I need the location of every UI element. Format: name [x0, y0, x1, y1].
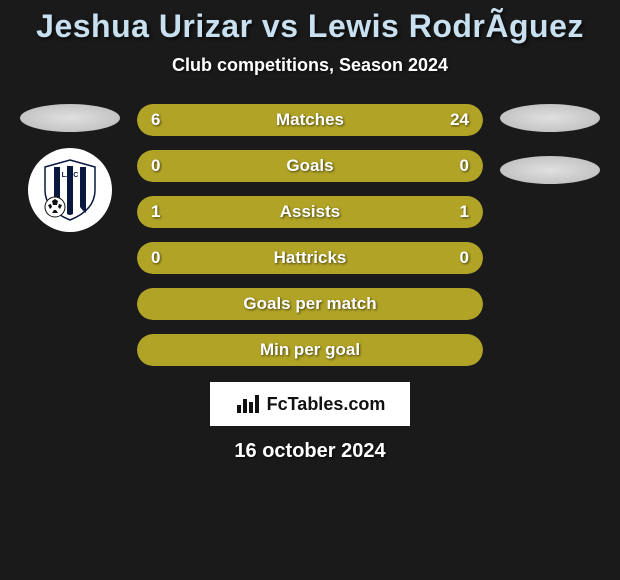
- page-title: Jeshua Urizar vs Lewis RodrÃ­guez: [0, 8, 620, 45]
- stat-label: Min per goal: [260, 340, 360, 360]
- stat-value-left: 0: [151, 248, 160, 268]
- stat-label: Matches: [276, 110, 344, 130]
- stat-value-right: 0: [460, 156, 469, 176]
- player-photo-placeholder-right-2: [500, 156, 600, 184]
- right-player-col: [495, 104, 605, 184]
- comparison-card: Jeshua Urizar vs Lewis RodrÃ­guez Club c…: [0, 0, 620, 463]
- page-subtitle: Club competitions, Season 2024: [0, 55, 620, 76]
- shield-icon: L.F.C: [35, 155, 105, 225]
- stat-fill-right: [206, 104, 483, 136]
- stat-value-right: 24: [450, 110, 469, 130]
- stat-bar: Hattricks 0 0: [137, 242, 483, 274]
- bar-chart-icon: [235, 393, 261, 415]
- stat-bar: Assists 1 1: [137, 196, 483, 228]
- club-badge-left: L.F.C: [28, 148, 112, 232]
- footer-date: 16 october 2024: [0, 440, 620, 463]
- player-photo-placeholder-left: [20, 104, 120, 132]
- main-row: L.F.C Matches 6 24 Goals 0 0 Assists 1 1 Hattrick…: [0, 104, 620, 366]
- stat-value-left: 0: [151, 156, 160, 176]
- stat-fill-left: [137, 104, 206, 136]
- club-abbrev: L.F.C: [62, 172, 79, 179]
- left-player-col: L.F.C: [15, 104, 125, 232]
- stat-bar: Min per goal: [137, 334, 483, 366]
- stat-value-left: 1: [151, 202, 160, 222]
- stat-bar: Matches 6 24: [137, 104, 483, 136]
- stat-value-left: 6: [151, 110, 160, 130]
- stats-column: Matches624Goals00Assists11Hattricks00Goa…: [137, 104, 483, 366]
- stat-label: Goals: [286, 156, 333, 176]
- stat-label: Assists: [280, 202, 340, 222]
- stat-value-right: 0: [460, 248, 469, 268]
- stat-label: Hattricks: [274, 248, 347, 268]
- stat-value-right: 1: [460, 202, 469, 222]
- stat-label: Goals per match: [243, 294, 376, 314]
- player-photo-placeholder-right-1: [500, 104, 600, 132]
- branding-box[interactable]: FcTables.com: [210, 382, 410, 426]
- stat-bar: Goals per match: [137, 288, 483, 320]
- stat-bar: Goals 0 0: [137, 150, 483, 182]
- branding-text: FcTables.com: [267, 394, 386, 415]
